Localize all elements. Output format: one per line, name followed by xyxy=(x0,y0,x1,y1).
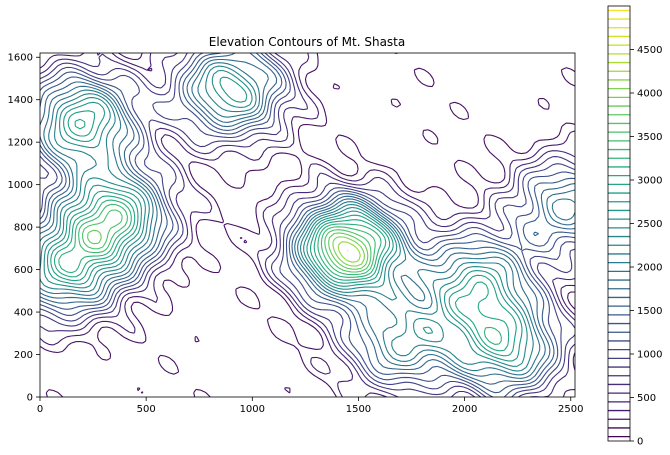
contour-level-2800 xyxy=(50,110,517,357)
colorbar-tick-label: 0 xyxy=(637,437,643,448)
contour-level-1800 xyxy=(40,58,575,379)
y-tick-label: 600 xyxy=(14,265,33,276)
contour-level-2600 xyxy=(46,76,523,362)
contour-level-3800 xyxy=(87,229,369,270)
contour-level-800 xyxy=(40,53,575,397)
contour-level-1200 xyxy=(40,53,575,397)
x-tick-label: 1500 xyxy=(346,404,371,415)
chart-title: Elevation Contours of Mt. Shasta xyxy=(209,35,406,49)
y-tick-label: 1400 xyxy=(8,95,33,106)
colorbar-tick-label: 4500 xyxy=(637,45,662,56)
contour-level-3600 xyxy=(82,209,372,273)
contour-level-3000 xyxy=(53,118,510,352)
colorbar-tick-label: 3000 xyxy=(637,176,662,187)
contour-level-1000 xyxy=(40,53,575,397)
y-tick-label: 400 xyxy=(14,308,33,319)
x-tick-label: 500 xyxy=(137,404,156,415)
contour-level-4000 xyxy=(332,236,365,267)
contour-lines xyxy=(40,53,575,397)
y-tick-label: 1600 xyxy=(8,53,33,64)
x-axis: 0 500 1000 1500 2000 2500 xyxy=(37,397,583,415)
x-tick-label: 2000 xyxy=(452,404,477,415)
colorbar-tick-label: 3500 xyxy=(637,132,662,143)
x-tick-label: 0 xyxy=(37,404,43,415)
contour-level-400 xyxy=(40,53,575,397)
contour-level-2000 xyxy=(40,62,575,376)
colorbar-tick-label: 2000 xyxy=(637,263,662,274)
contour-level-1600 xyxy=(40,53,575,385)
colorbar: 0 500 1000 1500 2000 2500 3000 3500 4000 4500 xyxy=(607,5,662,448)
contour-level-600 xyxy=(40,53,575,397)
colorbar-tick-label: 2500 xyxy=(637,219,662,230)
contour-level-3200 xyxy=(58,199,502,345)
contour-level-200 xyxy=(40,53,575,397)
plot-frame xyxy=(39,52,576,398)
colorbar-tick-label: 1500 xyxy=(637,306,662,317)
y-tick-label: 0 xyxy=(27,393,33,404)
y-tick-label: 800 xyxy=(14,223,33,234)
contour-level-1400 xyxy=(40,53,575,394)
contour-level-2400 xyxy=(43,69,528,367)
y-tick-label: 200 xyxy=(14,350,33,361)
y-axis: 0 200 400 600 800 1000 1200 1400 1600 xyxy=(8,53,40,404)
x-tick-label: 1000 xyxy=(240,404,265,415)
colorbar-tick-label: 1000 xyxy=(637,350,662,361)
colorbar-tick-label: 4000 xyxy=(637,89,662,100)
contour-level-2200 xyxy=(40,65,534,372)
y-tick-label: 1000 xyxy=(8,180,33,191)
contour-level-3400 xyxy=(78,203,376,276)
contour-level-4200 xyxy=(337,241,361,263)
colorbar-tick-label: 500 xyxy=(637,393,656,404)
x-tick-label: 2500 xyxy=(558,404,583,415)
y-tick-label: 1200 xyxy=(8,138,33,149)
